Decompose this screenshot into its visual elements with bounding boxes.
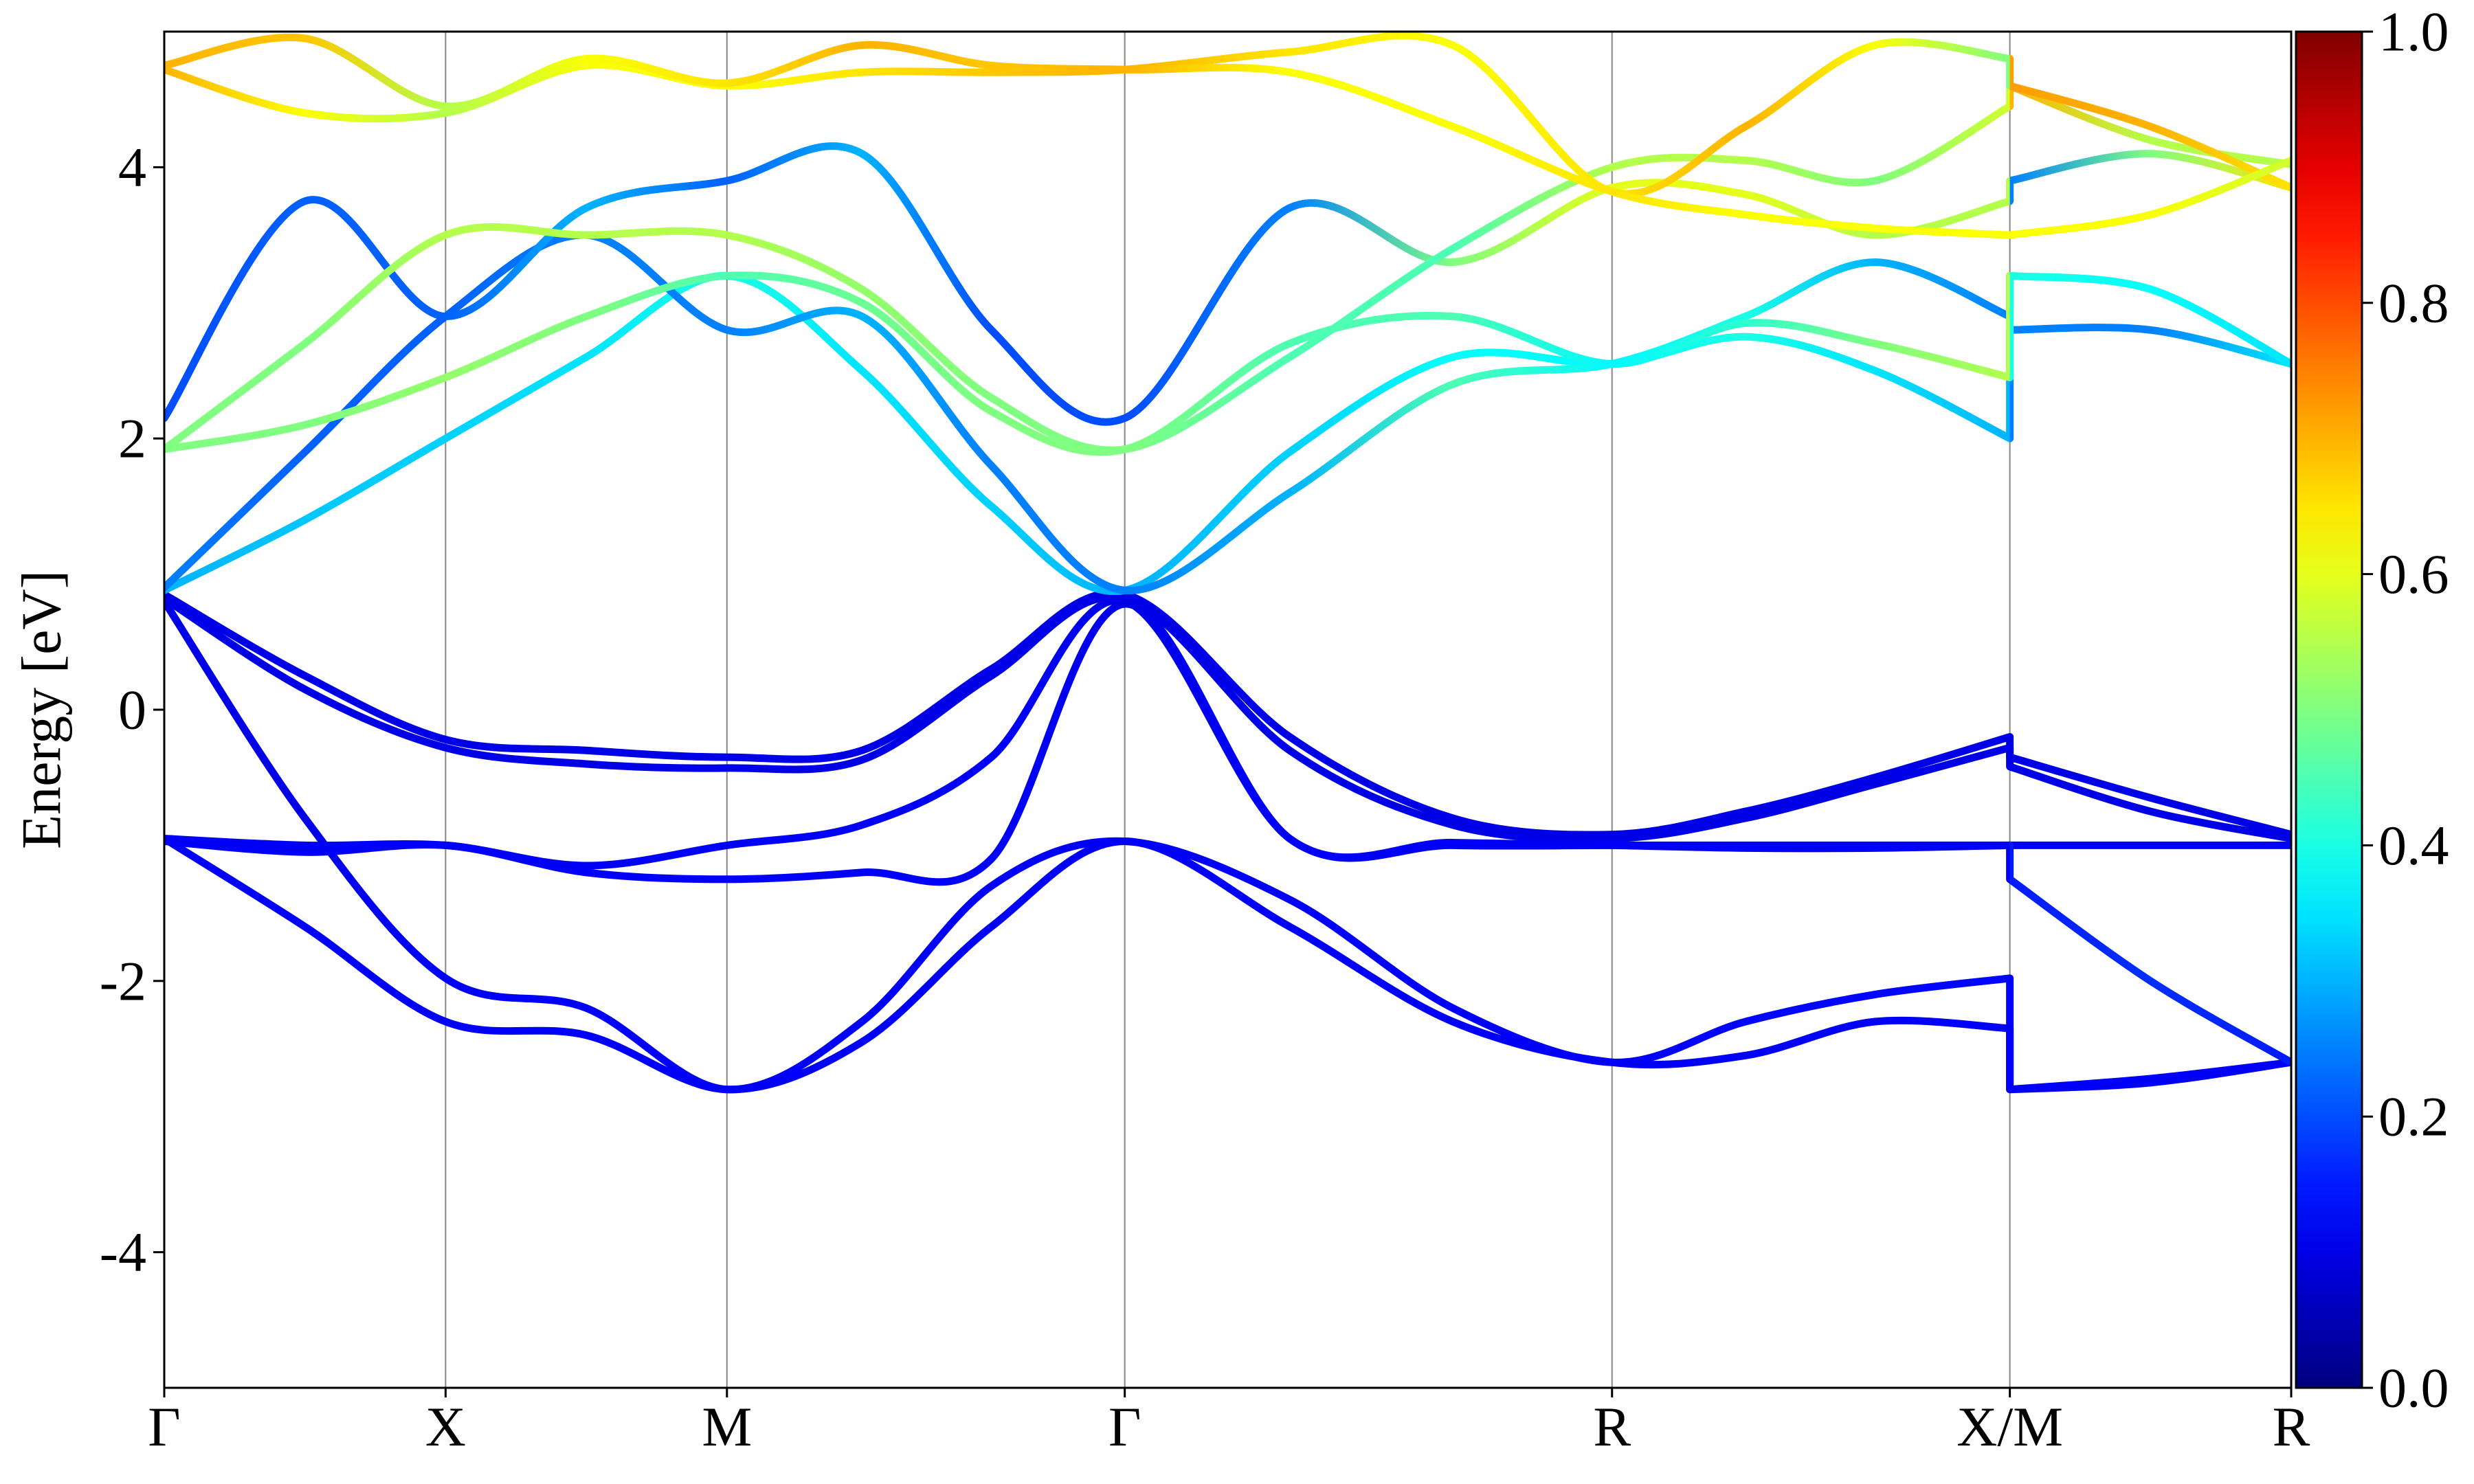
band-line: [164, 34, 2291, 239]
y-tick-label: -4: [100, 1221, 146, 1283]
x-tick-label: Γ: [148, 1395, 180, 1458]
band-line: [164, 271, 2291, 596]
band-line: [164, 231, 2291, 594]
x-tick-label: R: [2273, 1395, 2310, 1458]
x-tick-label: M: [702, 1395, 752, 1458]
band-line: [164, 593, 2291, 843]
band-line: [164, 82, 2291, 454]
colorbar-tick-label: 1.0: [2378, 1, 2449, 63]
band-line: [164, 589, 2291, 839]
band-line: [164, 596, 2291, 870]
x-tick-label: X: [425, 1395, 466, 1458]
band-line: [164, 271, 2291, 456]
y-tick-label: 0: [118, 679, 146, 741]
y-tick-label: 2: [118, 407, 146, 470]
colorbar-tick-label: 0.0: [2378, 1357, 2449, 1419]
colorbar-tick-label: 0.6: [2378, 543, 2449, 605]
colorbar: [2295, 30, 2363, 1389]
plot-frame: [163, 30, 2293, 1389]
band-line: [164, 600, 2291, 1066]
colorbar-tick-label: 0.4: [2378, 814, 2449, 877]
bands: [164, 32, 2291, 1094]
y-axis-label: Energy [eV]: [10, 570, 73, 849]
x-tick-label: X/M: [1957, 1395, 2063, 1458]
colorbar-tick-label: 0.2: [2378, 1086, 2449, 1148]
x-tick-label: R: [1593, 1395, 1631, 1458]
colorbar-tick-label: 0.8: [2378, 271, 2449, 334]
band-line: [164, 835, 2291, 1094]
x-tick-label: Γ: [1108, 1395, 1141, 1458]
y-tick-label: 4: [118, 136, 146, 199]
band-line: [164, 32, 2291, 198]
y-tick-label: -2: [100, 949, 146, 1012]
